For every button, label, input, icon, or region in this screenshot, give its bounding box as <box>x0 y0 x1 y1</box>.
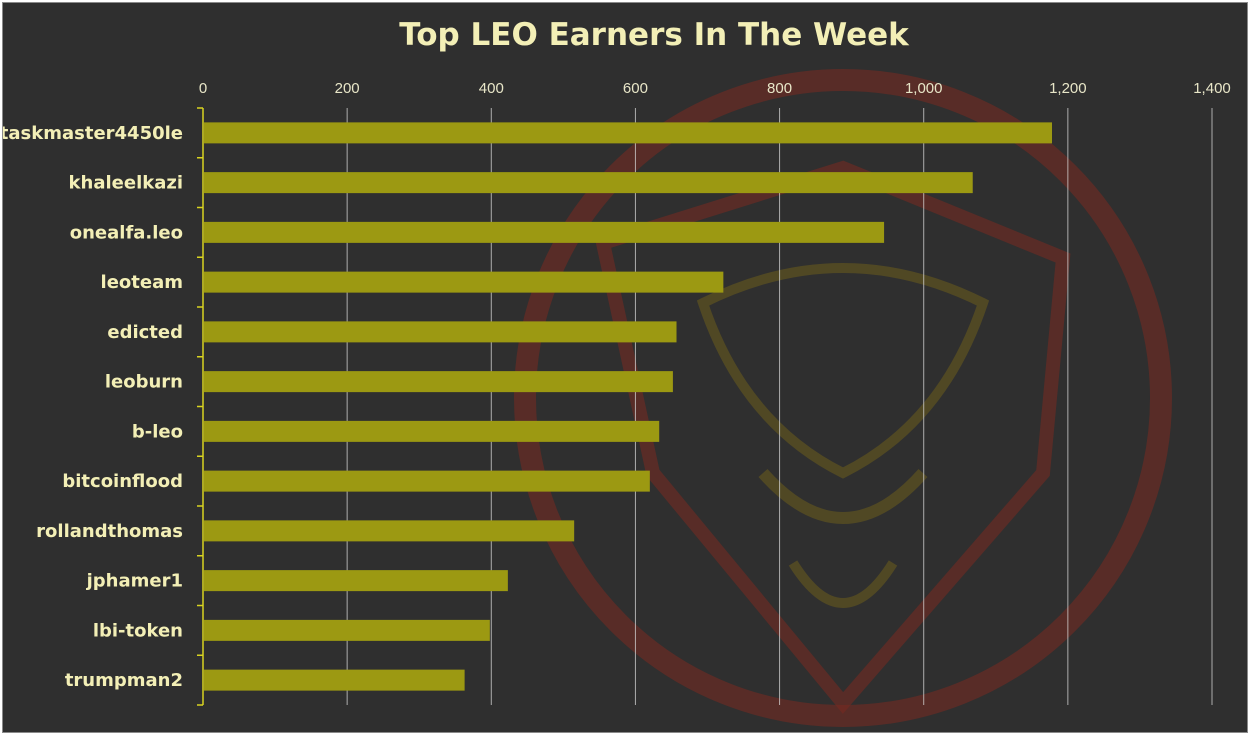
bar-bitcoinflood <box>204 470 650 492</box>
category-label: edicted <box>107 322 183 343</box>
x-tick-label: 1,200 <box>1049 80 1087 97</box>
category-label: taskmaster4450le <box>3 123 183 144</box>
x-axis-tick-labels: 0 200 400 600 800 1,000 1,200 1,400 <box>199 80 1231 97</box>
bar-leoteam <box>204 271 724 293</box>
bar-khaleelkazi <box>204 172 973 194</box>
category-axis <box>197 107 204 706</box>
category-label: trumpman2 <box>65 670 183 691</box>
category-label: khaleelkazi <box>69 173 183 194</box>
category-label: leoteam <box>101 272 183 293</box>
x-tick-label: 600 <box>623 80 648 97</box>
chart-title: Top LEO Earners In The Week <box>399 17 910 53</box>
bar-b-leo <box>204 420 660 442</box>
category-labels: taskmaster4450le khaleelkazi onealfa.leo le… <box>3 123 183 691</box>
category-label: leoburn <box>105 372 183 393</box>
bar-lbi-token <box>204 619 490 641</box>
x-tick-label: 200 <box>335 80 360 97</box>
x-tick-label: 0 <box>199 80 207 97</box>
bar-jphamer1 <box>204 570 508 592</box>
category-label: rollandthomas <box>36 521 183 542</box>
bar-taskmaster4450le <box>204 122 1053 144</box>
bar-chart: Top LEO Earners In The Week 0 200 400 600 80… <box>3 3 1247 732</box>
bar-edicted <box>204 321 677 343</box>
lion-crest-watermark-icon <box>514 69 1172 727</box>
bar-leoburn <box>204 371 673 393</box>
bar-onealfa.leo <box>204 221 885 243</box>
category-label: bitcoinflood <box>62 471 183 492</box>
x-tick-label: 400 <box>479 80 504 97</box>
x-tick-label: 1,000 <box>905 80 943 97</box>
category-label: jphamer1 <box>86 571 183 592</box>
grid-lines <box>346 108 1213 705</box>
category-label: onealfa.leo <box>70 222 183 243</box>
bar-rollandthomas <box>204 520 575 542</box>
bar-trumpman2 <box>204 669 465 691</box>
x-tick-label: 1,400 <box>1193 80 1231 97</box>
bars <box>204 122 1053 691</box>
category-label: lbi-token <box>93 620 183 641</box>
category-label: b-leo <box>132 421 183 442</box>
x-tick-label: 800 <box>767 80 792 97</box>
